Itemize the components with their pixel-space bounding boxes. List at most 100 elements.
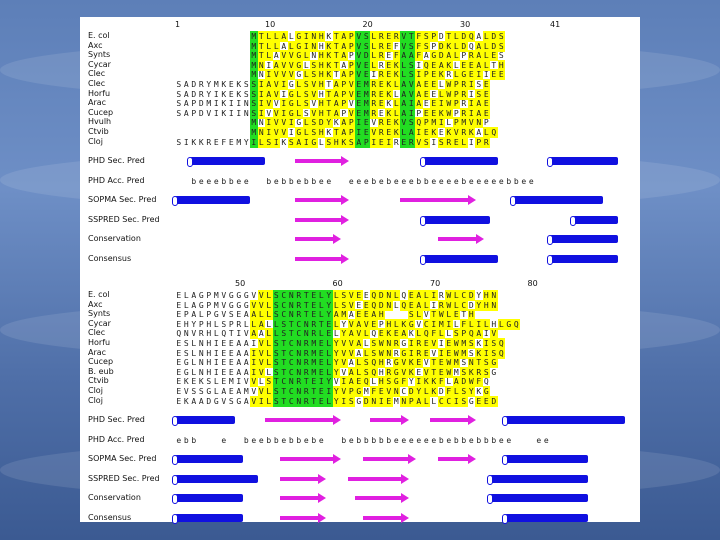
residue: N [490,299,498,311]
residue: L [497,318,505,330]
residue: L [325,347,333,359]
accessibility-mark: e [273,176,279,186]
residue: S [310,127,318,138]
residue: E [431,89,437,99]
residue: M [250,50,258,62]
helix-bar [419,254,498,265]
residue: A [243,339,249,348]
residue: E [362,127,370,138]
residue: V [280,69,288,81]
accessibility-mark: b [506,176,512,186]
residue: G [468,396,474,406]
sequence-name: Cloj [88,136,103,146]
accessibility-mark: b [288,176,294,186]
residue: A [258,329,264,339]
residue: W [377,338,385,349]
strand-arrow [280,493,326,504]
residue: I [213,358,219,368]
residue: L [317,290,325,301]
residue: I [445,318,453,330]
residue: E [430,59,438,71]
accessibility-mark: b [281,176,287,186]
residue: A [236,348,242,358]
sequence-name: Horfu [88,88,111,98]
accessibility-mark: e [318,176,324,186]
residue: N [258,70,264,80]
residue: P [452,117,460,129]
residue: G [295,50,303,62]
sequence-name: Axc [88,299,103,309]
residue: D [317,117,325,129]
accessibility-mark: e [348,435,354,445]
residue: E [317,338,325,349]
residue: A [475,328,483,340]
prediction-label: PHD Sec. Pred [88,156,145,166]
residue: A [475,40,483,52]
residue: S [468,348,474,358]
residue: A [183,108,189,118]
residue: K [392,69,400,81]
residue: E [228,348,234,358]
residue: M [250,31,258,42]
residue: L [325,357,333,369]
residue: A [355,136,363,148]
residue: L [415,328,423,340]
residue: I [280,107,288,119]
residue: E [355,79,363,90]
residue: E [363,291,369,300]
residue: S [272,395,280,407]
residue: M [393,396,399,406]
residue: G [236,300,242,310]
residue: Y [340,328,348,340]
residue: I [483,329,489,339]
residue: Y [325,117,333,129]
residue: T [287,318,295,330]
residue: H [317,59,325,71]
residue: P [452,79,460,90]
residue: A [476,32,482,41]
residue: P [431,41,437,51]
residue: R [386,358,392,368]
sequence-name: Axc [88,40,103,50]
residue: A [191,396,197,406]
residue: N [310,40,318,52]
residue: G [287,88,295,100]
residue: R [302,386,310,397]
residue: A [236,387,242,396]
residue: S [280,328,288,340]
residue: D [198,99,204,109]
residue: A [198,396,204,406]
residue: T [430,309,438,321]
residue: E [310,376,318,388]
residue: K [325,59,333,71]
residue: L [332,299,340,311]
residue: G [236,396,242,406]
accessibility-mark: b [476,435,482,445]
residue: I [236,99,242,109]
prediction-label: PHD Sec. Pred [88,415,145,425]
residue: K [198,137,204,147]
accessibility-mark: b [438,435,444,445]
residue: S [347,395,355,407]
residue: W [437,309,445,321]
residue: I [475,69,483,81]
residue: Q [400,299,408,311]
residue: M [362,88,370,100]
strand-arrow [280,512,326,523]
residue: S [347,136,355,148]
residue: F [400,376,408,388]
residue: V [257,338,265,349]
residue: V [257,290,265,301]
residue: S [362,40,370,52]
residue: V [347,299,355,311]
residue: S [303,108,309,118]
residue: S [272,386,280,397]
residue: N [385,299,393,311]
residue: A [347,376,355,388]
residue: L [393,89,399,99]
residue: L [266,319,272,329]
residue: L [392,107,400,119]
residue: I [340,395,348,407]
residue: E [377,98,385,110]
